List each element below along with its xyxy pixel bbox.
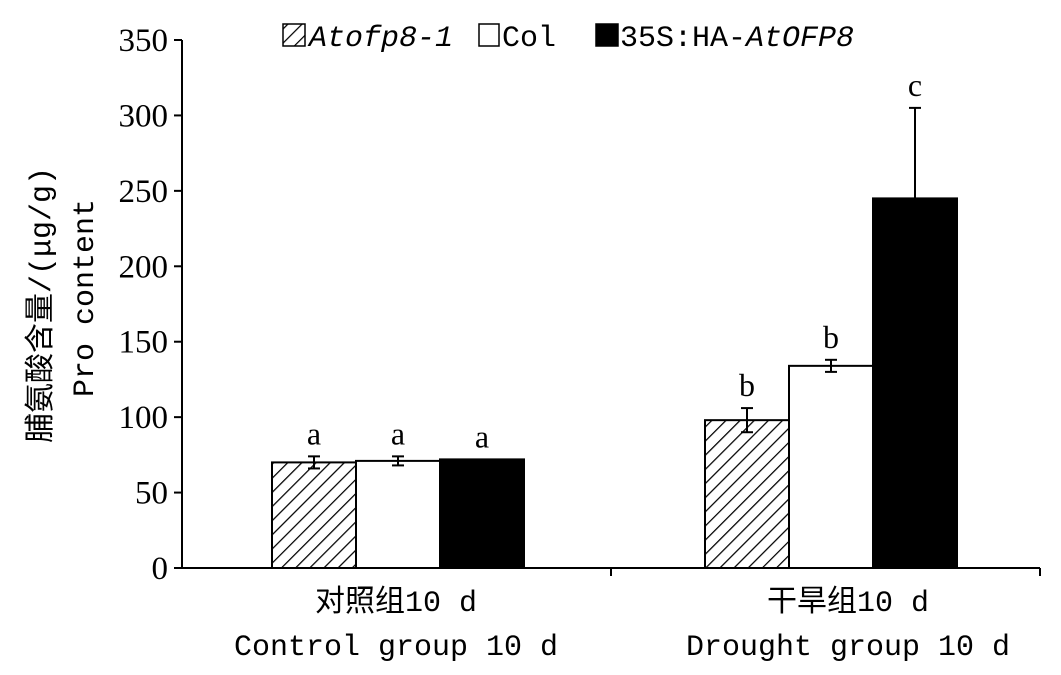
y-tick-label: 350 [119,23,169,59]
y-axis-title-cn: 脯氨酸含量/(μg/g) [24,167,60,443]
y-tick-label: 100 [119,400,169,436]
significance-label: a [307,415,321,451]
y-tick-label: 250 [119,174,169,210]
legend-label-35s-prefix: 35S:HA- [620,22,746,56]
legend-label-col: Col [502,22,556,56]
bar-hatched-drought [704,419,790,569]
bars [271,197,958,570]
legend-swatch-hatched [282,23,306,47]
category-label-control-cn: 对照组10 d [315,585,477,621]
category-label-control-en: Control group 10 d [234,631,558,665]
y-tick-label: 0 [152,551,169,587]
y-ticks: 0 50 100 150 200 250 300 350 [119,23,182,587]
category-label-drought-en: Drought group 10 d [686,631,1010,665]
significance-labels: a a a b b c [307,67,922,454]
legend-label-35s: 35S:HA-AtOFP8 [620,22,854,56]
bar-black-control [439,458,525,569]
legend-label-35s-italic: AtOFP8 [744,22,854,56]
y-tick-label: 200 [119,249,169,285]
bar-hatched-control [271,461,357,569]
significance-label: a [391,415,405,451]
y-axis-title-en: Pro content [69,199,103,397]
error-bars [308,106,921,470]
category-label-drought-cn: 干旱组10 d [767,585,929,621]
y-axis-title: 脯氨酸含量/(μg/g) Pro content [24,167,103,443]
significance-label: c [908,67,922,103]
y-tick-label: 300 [119,98,169,134]
legend-swatch-white [478,23,500,47]
y-tick-label: 50 [135,476,168,512]
significance-label: b [823,319,839,355]
x-category-labels: 对照组10 d Control group 10 d 干旱组10 d Droug… [234,585,1010,665]
significance-label: a [475,418,489,454]
legend-swatch-black [595,23,619,47]
bar-white-control [355,459,441,569]
legend: Atofp8-1 Col 35S:HA-AtOFP8 [282,22,854,56]
legend-label-atofp8: Atofp8-1 [307,22,453,56]
significance-label: b [739,367,755,403]
bar-white-drought [788,364,874,570]
y-tick-label: 150 [119,325,169,361]
